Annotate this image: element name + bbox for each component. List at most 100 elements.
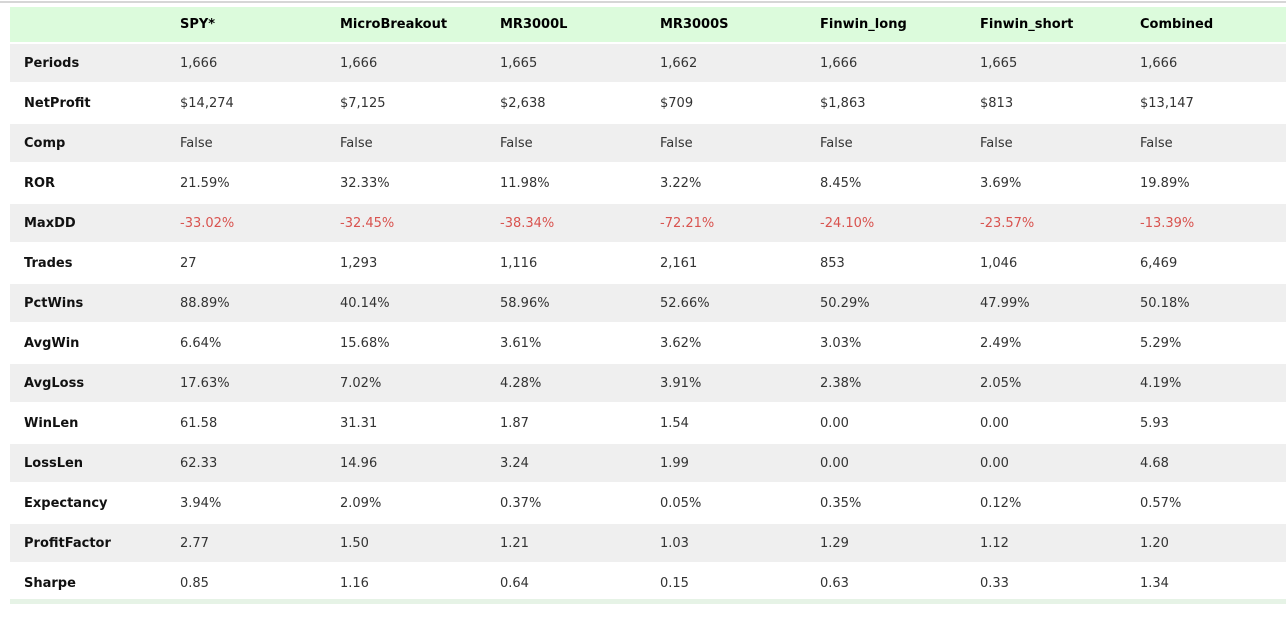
row-label: Comp bbox=[10, 123, 170, 164]
value-cell: -13.39% bbox=[1130, 203, 1286, 244]
value-cell: 1.54 bbox=[650, 403, 810, 444]
table-row: ProfitFactor 2.77 1.50 1.21 1.03 1.29 1.12 1.20 bbox=[10, 523, 1286, 564]
value-cell: 0.12% bbox=[970, 483, 1130, 524]
value-cell: $14,274 bbox=[170, 83, 330, 124]
value-cell: 0.00 bbox=[970, 443, 1130, 484]
value-cell: 17.63% bbox=[170, 363, 330, 404]
value-cell: 3.69% bbox=[970, 163, 1130, 204]
row-label: AvgWin bbox=[10, 323, 170, 364]
value-cell: 1.50 bbox=[330, 523, 490, 564]
table-row: AvgWin 6.64% 15.68% 3.61% 3.62% 3.03% 2.49% 5.2… bbox=[10, 323, 1286, 364]
performance-stats-table: SPY* MicroBreakout MR3000L MR3000S Finwin_lo… bbox=[10, 7, 1286, 604]
top-divider-line bbox=[0, 1, 1286, 3]
row-label: PctWins bbox=[10, 283, 170, 324]
value-cell: 1,116 bbox=[490, 243, 650, 284]
value-cell: 21.59% bbox=[170, 163, 330, 204]
value-cell: False bbox=[330, 123, 490, 164]
stats-table-head: SPY* MicroBreakout MR3000L MR3000S Finwin_lo… bbox=[10, 7, 1286, 44]
table-row: Periods 1,666 1,666 1,665 1,662 1,666 1,665 1,6… bbox=[10, 43, 1286, 84]
value-cell: 3.62% bbox=[650, 323, 810, 364]
value-cell: 2,161 bbox=[650, 243, 810, 284]
value-cell: 31.31 bbox=[330, 403, 490, 444]
value-cell: 1.29 bbox=[810, 523, 970, 564]
row-label: LossLen bbox=[10, 443, 170, 484]
value-cell: 5.29% bbox=[1130, 323, 1286, 364]
column-header: Combined bbox=[1130, 7, 1286, 44]
column-header: MR3000L bbox=[490, 7, 650, 44]
value-cell: $1,863 bbox=[810, 83, 970, 124]
column-header: Finwin_short bbox=[970, 7, 1130, 44]
row-label: NetProfit bbox=[10, 83, 170, 124]
value-cell: 4.19% bbox=[1130, 363, 1286, 404]
value-cell: 4.28% bbox=[490, 363, 650, 404]
value-cell: 11.98% bbox=[490, 163, 650, 204]
value-cell: 1.21 bbox=[490, 523, 650, 564]
table-row: ROR 21.59% 32.33% 11.98% 3.22% 8.45% 3.69% 19.8… bbox=[10, 163, 1286, 204]
value-cell: 3.94% bbox=[170, 483, 330, 524]
value-cell: -32.45% bbox=[330, 203, 490, 244]
row-label: Trades bbox=[10, 243, 170, 284]
value-cell: 5.93 bbox=[1130, 403, 1286, 444]
table-row: Expectancy 3.94% 2.09% 0.37% 0.05% 0.35% 0.12%… bbox=[10, 483, 1286, 524]
value-cell: 2.49% bbox=[970, 323, 1130, 364]
value-cell: 88.89% bbox=[170, 283, 330, 324]
value-cell: 27 bbox=[170, 243, 330, 284]
value-cell: 8.45% bbox=[810, 163, 970, 204]
value-cell: 3.61% bbox=[490, 323, 650, 364]
corner-cell bbox=[10, 7, 170, 44]
table-row: NetProfit $14,274 $7,125 $2,638 $709 $1,863 $8… bbox=[10, 83, 1286, 124]
value-cell: -33.02% bbox=[170, 203, 330, 244]
value-cell: 853 bbox=[810, 243, 970, 284]
value-cell: $13,147 bbox=[1130, 83, 1286, 124]
value-cell: 14.96 bbox=[330, 443, 490, 484]
table-row: Trades 27 1,293 1,116 2,161 853 1,046 6,469 bbox=[10, 243, 1286, 284]
value-cell: 1,666 bbox=[1130, 43, 1286, 84]
row-label: MaxDD bbox=[10, 203, 170, 244]
value-cell: 52.66% bbox=[650, 283, 810, 324]
column-header: MicroBreakout bbox=[330, 7, 490, 44]
value-cell: 0.00 bbox=[810, 443, 970, 484]
value-cell: 0.57% bbox=[1130, 483, 1286, 524]
value-cell: 1,665 bbox=[970, 43, 1130, 84]
value-cell: 2.05% bbox=[970, 363, 1130, 404]
value-cell: 0.37% bbox=[490, 483, 650, 524]
value-cell: 50.18% bbox=[1130, 283, 1286, 324]
value-cell: 1.99 bbox=[650, 443, 810, 484]
value-cell: 50.29% bbox=[810, 283, 970, 324]
row-label: ProfitFactor bbox=[10, 523, 170, 564]
table-row: WinLen 61.58 31.31 1.87 1.54 0.00 0.00 5.93 bbox=[10, 403, 1286, 444]
value-cell: 1,046 bbox=[970, 243, 1130, 284]
header-row: SPY* MicroBreakout MR3000L MR3000S Finwin_lo… bbox=[10, 7, 1286, 44]
value-cell: 0.05% bbox=[650, 483, 810, 524]
value-cell: -72.21% bbox=[650, 203, 810, 244]
value-cell: 40.14% bbox=[330, 283, 490, 324]
value-cell: 1,293 bbox=[330, 243, 490, 284]
table-row: MaxDD -33.02% -32.45% -38.34% -72.21% -24.10%… bbox=[10, 203, 1286, 244]
value-cell: 15.68% bbox=[330, 323, 490, 364]
value-cell: 62.33 bbox=[170, 443, 330, 484]
stats-table-body: Periods 1,666 1,666 1,665 1,662 1,666 1,665 1,6… bbox=[10, 43, 1286, 604]
row-label: Expectancy bbox=[10, 483, 170, 524]
table-row: AvgLoss 17.63% 7.02% 4.28% 3.91% 2.38% 2.05% 4.… bbox=[10, 363, 1286, 404]
table-row: PctWins 88.89% 40.14% 58.96% 52.66% 50.29% 47.… bbox=[10, 283, 1286, 324]
value-cell: $813 bbox=[970, 83, 1130, 124]
table-row: Comp False False False False False False False bbox=[10, 123, 1286, 164]
value-cell: 6,469 bbox=[1130, 243, 1286, 284]
value-cell: False bbox=[650, 123, 810, 164]
value-cell: 2.09% bbox=[330, 483, 490, 524]
value-cell: $709 bbox=[650, 83, 810, 124]
value-cell: 1.20 bbox=[1130, 523, 1286, 564]
value-cell: 1,662 bbox=[650, 43, 810, 84]
value-cell: -38.34% bbox=[490, 203, 650, 244]
row-label: AvgLoss bbox=[10, 363, 170, 404]
value-cell: 4.68 bbox=[1130, 443, 1286, 484]
column-header: MR3000S bbox=[650, 7, 810, 44]
value-cell: 0.00 bbox=[810, 403, 970, 444]
value-cell: 2.77 bbox=[170, 523, 330, 564]
value-cell: 19.89% bbox=[1130, 163, 1286, 204]
value-cell: 1.12 bbox=[970, 523, 1130, 564]
value-cell: 0.00 bbox=[970, 403, 1130, 444]
value-cell: 2.38% bbox=[810, 363, 970, 404]
row-label: Periods bbox=[10, 43, 170, 84]
next-table-header-sliver bbox=[10, 597, 1286, 604]
